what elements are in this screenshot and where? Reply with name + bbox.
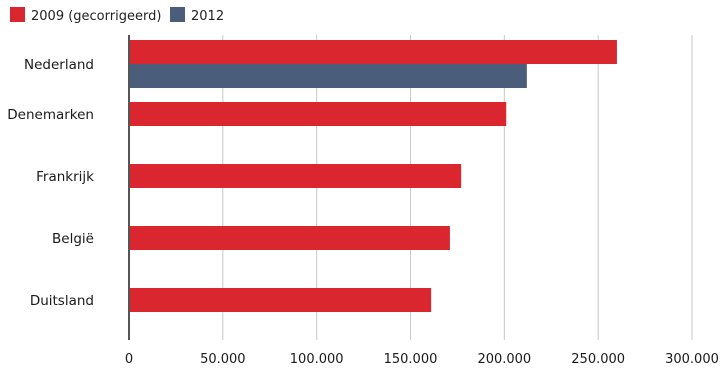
x-tick-labels: 0 50.000 100.000 150.000 200.000 250.000 300.0… <box>125 352 719 367</box>
legend-label-2009: 2009 (gecorrigeerd) <box>31 9 161 24</box>
bar-belgi--series-0 <box>129 226 450 250</box>
x-tick-label: 200.000 <box>477 352 531 367</box>
category-label: België <box>52 231 94 247</box>
bar-nederland-series-1 <box>129 64 527 88</box>
x-tick-label: 100.000 <box>290 352 344 367</box>
x-tick-label: 0 <box>125 352 133 367</box>
x-tick-label: 150.000 <box>384 352 438 367</box>
x-tick-label: 300.000 <box>665 352 719 367</box>
legend-label-2012: 2012 <box>191 9 224 24</box>
bar-nederland-series-0 <box>129 40 617 64</box>
legend: 2009 (gecorrigeerd) 2012 <box>10 7 224 24</box>
bar-duitsland-series-0 <box>129 288 432 312</box>
legend-swatch-2012 <box>170 7 185 22</box>
bar-frankrijk-series-0 <box>129 164 462 188</box>
category-labels: Nederland Denemarken Frankrijk België Duitsl… <box>7 57 94 309</box>
legend-swatch-2009 <box>10 7 25 22</box>
category-label: Frankrijk <box>36 169 94 185</box>
category-label: Denemarken <box>7 107 94 123</box>
category-label: Duitsland <box>30 293 94 309</box>
category-label: Nederland <box>24 57 94 73</box>
bar-denemarken-series-0 <box>129 102 507 126</box>
x-tick-label: 50.000 <box>200 352 246 367</box>
bars <box>129 40 617 312</box>
x-tick-label: 250.000 <box>571 352 625 367</box>
